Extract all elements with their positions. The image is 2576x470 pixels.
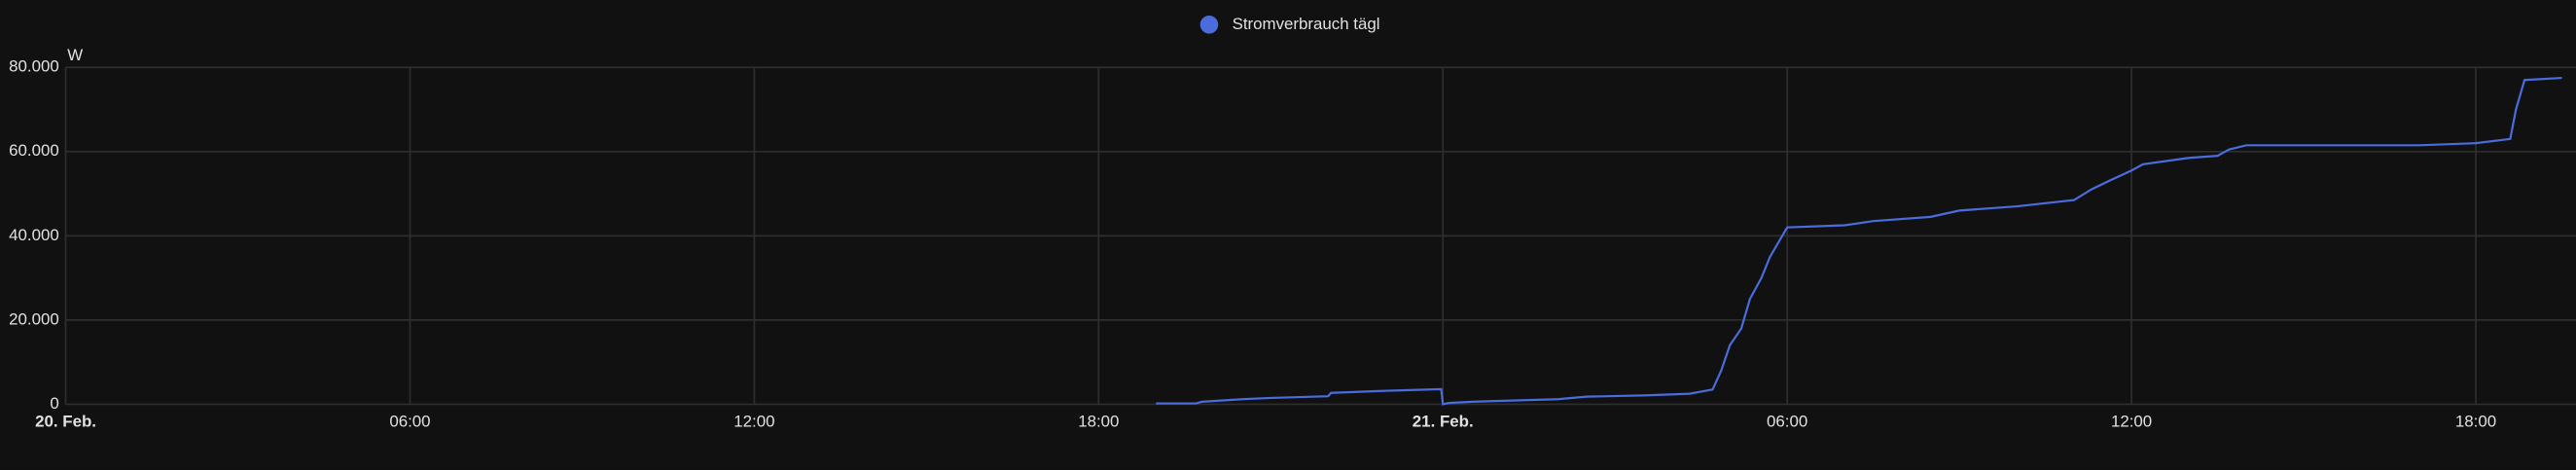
legend-label[interactable]: Stromverbrauch tägl xyxy=(1233,15,1380,33)
x-tick-label: 06:00 xyxy=(1767,412,1807,430)
y-tick-label: 40.000 xyxy=(9,226,59,244)
y-tick-label: 60.000 xyxy=(9,141,59,160)
x-tick-label: 21. Feb. xyxy=(1413,412,1474,430)
x-tick-label: 18:00 xyxy=(1078,412,1119,430)
x-tick-label: 18:00 xyxy=(2455,412,2496,430)
x-tick-label: 06:00 xyxy=(389,412,430,430)
series-line xyxy=(1156,76,2562,406)
y-tick-label: 0 xyxy=(50,394,58,413)
y-tick-label: 20.000 xyxy=(9,309,59,328)
x-tick-label: 12:00 xyxy=(733,412,774,430)
x-tick-label: 20. Feb. xyxy=(35,412,96,430)
y-tick-label: 80.000 xyxy=(9,57,59,76)
legend-marker[interactable] xyxy=(1199,16,1219,34)
x-tick-label: 12:00 xyxy=(2111,412,2152,430)
y-axis-label: W xyxy=(67,46,83,64)
